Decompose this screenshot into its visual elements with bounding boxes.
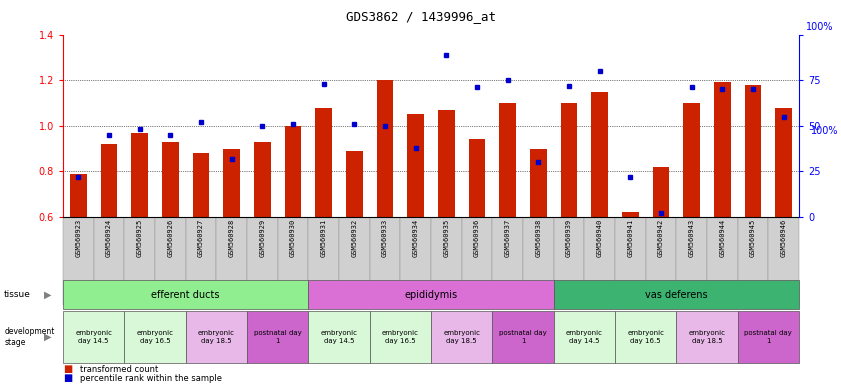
Bar bbox=[254, 142, 271, 217]
Bar bbox=[284, 126, 301, 217]
Bar bbox=[591, 91, 608, 217]
Bar bbox=[621, 212, 639, 217]
Text: ▶: ▶ bbox=[44, 290, 51, 300]
Text: 100%: 100% bbox=[806, 22, 833, 32]
Bar bbox=[561, 103, 578, 217]
Bar bbox=[162, 142, 179, 217]
Text: GDS3862 / 1439996_at: GDS3862 / 1439996_at bbox=[346, 10, 495, 23]
Text: embryonic
day 16.5: embryonic day 16.5 bbox=[136, 330, 173, 344]
Text: embryonic
day 16.5: embryonic day 16.5 bbox=[382, 330, 419, 344]
Text: embryonic
day 14.5: embryonic day 14.5 bbox=[566, 330, 603, 344]
Bar bbox=[346, 151, 362, 217]
Bar bbox=[683, 103, 700, 217]
Bar bbox=[744, 85, 761, 217]
Text: postnatal day
1: postnatal day 1 bbox=[254, 330, 302, 344]
Bar bbox=[775, 108, 792, 217]
Text: ▶: ▶ bbox=[44, 332, 51, 342]
Text: vas deferens: vas deferens bbox=[645, 290, 707, 300]
Bar bbox=[653, 167, 669, 217]
Text: transformed count: transformed count bbox=[80, 366, 158, 374]
Bar bbox=[223, 149, 241, 217]
Bar bbox=[468, 139, 485, 217]
Bar bbox=[407, 114, 424, 217]
Y-axis label: 100%: 100% bbox=[811, 126, 838, 136]
Bar bbox=[315, 108, 332, 217]
Bar bbox=[714, 83, 731, 217]
Bar bbox=[131, 132, 148, 217]
Text: ■: ■ bbox=[63, 364, 72, 374]
Bar bbox=[101, 144, 118, 217]
Text: embryonic
day 18.5: embryonic day 18.5 bbox=[443, 330, 480, 344]
Text: embryonic
day 18.5: embryonic day 18.5 bbox=[198, 330, 235, 344]
Text: embryonic
day 18.5: embryonic day 18.5 bbox=[689, 330, 726, 344]
Bar bbox=[530, 149, 547, 217]
Text: epididymis: epididymis bbox=[405, 290, 458, 300]
Bar bbox=[438, 110, 455, 217]
Bar bbox=[193, 153, 209, 217]
Text: embryonic
day 14.5: embryonic day 14.5 bbox=[320, 330, 357, 344]
Text: postnatal day
1: postnatal day 1 bbox=[744, 330, 792, 344]
Bar bbox=[377, 80, 394, 217]
Text: efferent ducts: efferent ducts bbox=[151, 290, 220, 300]
Text: ■: ■ bbox=[63, 373, 72, 383]
Text: embryonic
day 14.5: embryonic day 14.5 bbox=[75, 330, 112, 344]
Bar bbox=[70, 174, 87, 217]
Text: postnatal day
1: postnatal day 1 bbox=[499, 330, 547, 344]
Text: tissue: tissue bbox=[4, 290, 31, 299]
Bar bbox=[500, 103, 516, 217]
Text: embryonic
day 16.5: embryonic day 16.5 bbox=[627, 330, 664, 344]
Text: percentile rank within the sample: percentile rank within the sample bbox=[80, 374, 222, 383]
Text: development
stage: development stage bbox=[4, 327, 55, 347]
